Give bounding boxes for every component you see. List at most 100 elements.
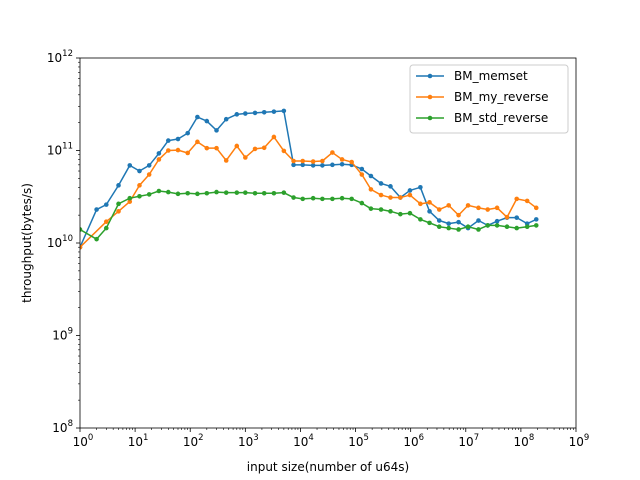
data-point — [514, 225, 520, 231]
data-point — [195, 114, 200, 120]
data-point — [436, 218, 442, 223]
data-point — [137, 193, 142, 199]
data-point — [485, 207, 491, 212]
data-point — [103, 219, 109, 224]
data-point — [116, 209, 121, 214]
data-point — [281, 190, 287, 195]
data-point — [175, 147, 181, 153]
x-tick-label: 109 — [569, 433, 590, 449]
x-tick-label: 102 — [183, 433, 204, 449]
data-point — [533, 223, 539, 228]
data-point — [427, 200, 432, 205]
data-point — [398, 195, 403, 200]
data-point — [359, 172, 365, 177]
data-point — [243, 155, 248, 160]
data-point — [281, 148, 287, 154]
y-tick-label: 1012 — [47, 49, 73, 65]
legend-swatch-marker — [427, 94, 433, 100]
data-point — [456, 219, 461, 225]
data-point — [320, 163, 325, 168]
data-point — [146, 172, 152, 177]
data-point — [204, 190, 210, 196]
data-point — [261, 109, 267, 115]
data-point — [300, 196, 306, 202]
data-point — [446, 221, 452, 226]
data-point — [137, 168, 142, 174]
data-point — [476, 227, 481, 232]
data-point — [243, 190, 248, 195]
x-tick-label: 101 — [128, 433, 149, 449]
data-point — [214, 128, 219, 133]
data-point — [320, 196, 325, 202]
data-point — [94, 236, 99, 242]
data-point — [407, 192, 413, 198]
data-point — [504, 224, 510, 230]
data-point — [80, 244, 83, 250]
data-point — [378, 207, 384, 212]
legend-label: BM_memset — [454, 69, 528, 83]
data-point — [310, 159, 316, 164]
data-point — [339, 195, 345, 201]
data-point — [456, 227, 461, 232]
y-tick-label: 109 — [52, 327, 73, 343]
data-point — [195, 191, 200, 197]
data-point — [465, 224, 471, 230]
data-point — [436, 207, 442, 212]
data-point — [514, 196, 520, 202]
x-tick-label: 100 — [73, 433, 94, 449]
data-point — [271, 109, 277, 114]
y-tick-label: 1010 — [47, 234, 73, 250]
data-point — [252, 146, 258, 152]
data-point — [291, 195, 296, 200]
data-point — [359, 166, 365, 172]
data-point — [185, 130, 191, 136]
data-point — [533, 205, 539, 211]
data-point — [165, 138, 171, 143]
data-point — [368, 206, 374, 211]
legend-swatch-marker — [427, 73, 433, 79]
data-point — [427, 220, 432, 226]
data-point — [427, 209, 432, 214]
data-point — [330, 196, 335, 202]
data-point — [359, 200, 365, 206]
x-tick-label: 108 — [514, 433, 535, 449]
data-point — [116, 201, 121, 207]
data-point — [214, 145, 219, 151]
data-point — [156, 151, 162, 156]
series-layer — [80, 108, 539, 250]
data-point — [146, 192, 152, 197]
data-point — [204, 118, 210, 124]
data-point — [146, 163, 152, 168]
data-point — [223, 158, 229, 163]
data-point — [127, 195, 133, 201]
data-point — [234, 112, 240, 117]
x-tick-label: 105 — [348, 433, 369, 449]
data-point — [300, 158, 306, 164]
data-point — [418, 201, 423, 207]
data-point — [349, 196, 354, 202]
data-point — [281, 108, 287, 114]
data-point — [271, 190, 277, 196]
y-axis-ticks: 108 109 1010 1011 1012 — [47, 49, 80, 435]
data-point — [465, 203, 471, 208]
series-BM_my_reverse — [80, 134, 539, 250]
data-point — [418, 217, 423, 222]
data-point — [271, 134, 277, 140]
data-point — [388, 209, 393, 214]
data-point — [127, 199, 133, 204]
data-point — [300, 162, 306, 168]
data-point — [339, 157, 345, 162]
data-point — [252, 190, 258, 196]
x-tick-label: 104 — [293, 433, 314, 449]
data-point — [388, 184, 393, 189]
data-point — [514, 215, 520, 220]
data-point — [243, 111, 248, 116]
data-point — [103, 225, 109, 231]
legend-entry: BM_my_reverse — [416, 90, 548, 104]
data-point — [320, 158, 325, 164]
data-point — [436, 224, 442, 230]
data-point — [195, 139, 200, 145]
legend-swatch-marker — [427, 115, 433, 121]
legend-box — [409, 64, 569, 134]
